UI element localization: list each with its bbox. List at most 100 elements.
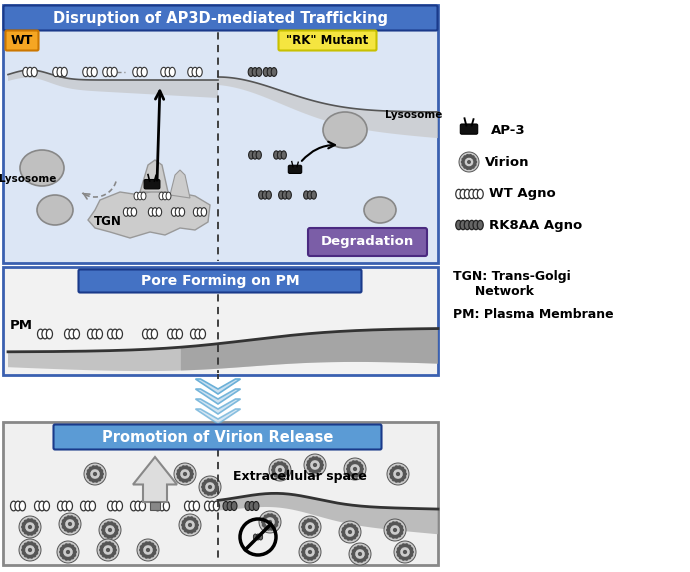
Circle shape: [73, 517, 76, 520]
Circle shape: [313, 556, 316, 559]
Circle shape: [273, 515, 276, 518]
Circle shape: [97, 539, 119, 561]
Circle shape: [100, 475, 103, 478]
Ellipse shape: [10, 501, 17, 511]
Circle shape: [469, 154, 472, 157]
Ellipse shape: [134, 192, 139, 200]
Polygon shape: [8, 70, 218, 98]
Circle shape: [179, 467, 182, 470]
Circle shape: [315, 526, 318, 529]
Circle shape: [318, 458, 321, 461]
Circle shape: [141, 546, 144, 549]
Ellipse shape: [460, 189, 466, 198]
Text: Extracellular space: Extracellular space: [233, 470, 367, 483]
Circle shape: [108, 555, 111, 558]
Ellipse shape: [473, 220, 479, 230]
Circle shape: [182, 466, 185, 469]
Text: TGN: TGN: [94, 215, 122, 228]
Circle shape: [62, 545, 65, 548]
Polygon shape: [181, 328, 438, 371]
Ellipse shape: [61, 67, 67, 77]
Circle shape: [148, 542, 151, 545]
Ellipse shape: [66, 501, 72, 511]
Ellipse shape: [161, 67, 167, 77]
Circle shape: [102, 554, 105, 557]
Ellipse shape: [189, 501, 195, 511]
Circle shape: [342, 534, 345, 537]
Circle shape: [395, 522, 398, 525]
Circle shape: [304, 454, 326, 476]
Circle shape: [395, 479, 398, 482]
Circle shape: [148, 555, 151, 558]
Circle shape: [363, 547, 366, 550]
Circle shape: [59, 513, 81, 535]
Text: PM: Plasma Membrane: PM: Plasma Membrane: [453, 308, 613, 321]
Circle shape: [190, 475, 193, 478]
Ellipse shape: [159, 192, 164, 200]
Circle shape: [30, 532, 33, 535]
Circle shape: [349, 473, 352, 476]
Ellipse shape: [108, 501, 114, 511]
Circle shape: [304, 545, 307, 548]
Circle shape: [195, 523, 198, 526]
Ellipse shape: [286, 191, 291, 199]
Circle shape: [188, 523, 191, 526]
Ellipse shape: [166, 192, 171, 200]
Circle shape: [23, 546, 26, 549]
Ellipse shape: [253, 534, 257, 540]
Circle shape: [398, 479, 401, 482]
Polygon shape: [88, 190, 210, 238]
Ellipse shape: [201, 208, 206, 216]
Circle shape: [151, 554, 154, 557]
Circle shape: [84, 463, 106, 485]
Ellipse shape: [172, 329, 178, 339]
Circle shape: [213, 491, 216, 494]
Circle shape: [111, 554, 114, 557]
Ellipse shape: [168, 329, 174, 339]
Ellipse shape: [271, 67, 277, 77]
Circle shape: [404, 472, 406, 475]
Circle shape: [98, 478, 101, 480]
Circle shape: [400, 545, 402, 548]
Circle shape: [210, 479, 213, 482]
Circle shape: [358, 462, 361, 465]
Polygon shape: [133, 457, 177, 502]
Circle shape: [397, 554, 400, 557]
Circle shape: [184, 529, 187, 532]
Circle shape: [315, 547, 317, 550]
FancyBboxPatch shape: [460, 124, 477, 134]
Circle shape: [27, 555, 30, 558]
Ellipse shape: [130, 501, 137, 511]
Ellipse shape: [127, 208, 132, 216]
Text: Pore Forming on PM: Pore Forming on PM: [141, 274, 299, 288]
Circle shape: [310, 544, 313, 547]
Circle shape: [391, 470, 393, 472]
Circle shape: [392, 522, 395, 525]
Circle shape: [359, 553, 362, 555]
Circle shape: [60, 551, 63, 554]
Circle shape: [142, 554, 145, 557]
Circle shape: [401, 467, 404, 470]
Circle shape: [106, 549, 110, 551]
Circle shape: [195, 521, 197, 523]
Circle shape: [177, 470, 180, 472]
Ellipse shape: [23, 67, 29, 77]
Circle shape: [365, 550, 368, 553]
Circle shape: [344, 458, 366, 480]
Circle shape: [397, 551, 400, 554]
Circle shape: [73, 551, 77, 554]
Text: TGN: Trans-Golgi
     Network: TGN: Trans-Golgi Network: [453, 270, 571, 298]
Ellipse shape: [192, 67, 198, 77]
Circle shape: [352, 461, 355, 464]
Circle shape: [95, 466, 98, 469]
Text: Promotion of Virion Release: Promotion of Virion Release: [102, 430, 333, 444]
Ellipse shape: [188, 67, 194, 77]
Circle shape: [184, 518, 187, 521]
Circle shape: [269, 459, 291, 481]
Circle shape: [24, 554, 27, 557]
Circle shape: [62, 556, 65, 559]
Circle shape: [70, 516, 73, 519]
Circle shape: [411, 551, 413, 554]
Ellipse shape: [91, 67, 97, 77]
Circle shape: [27, 542, 30, 545]
